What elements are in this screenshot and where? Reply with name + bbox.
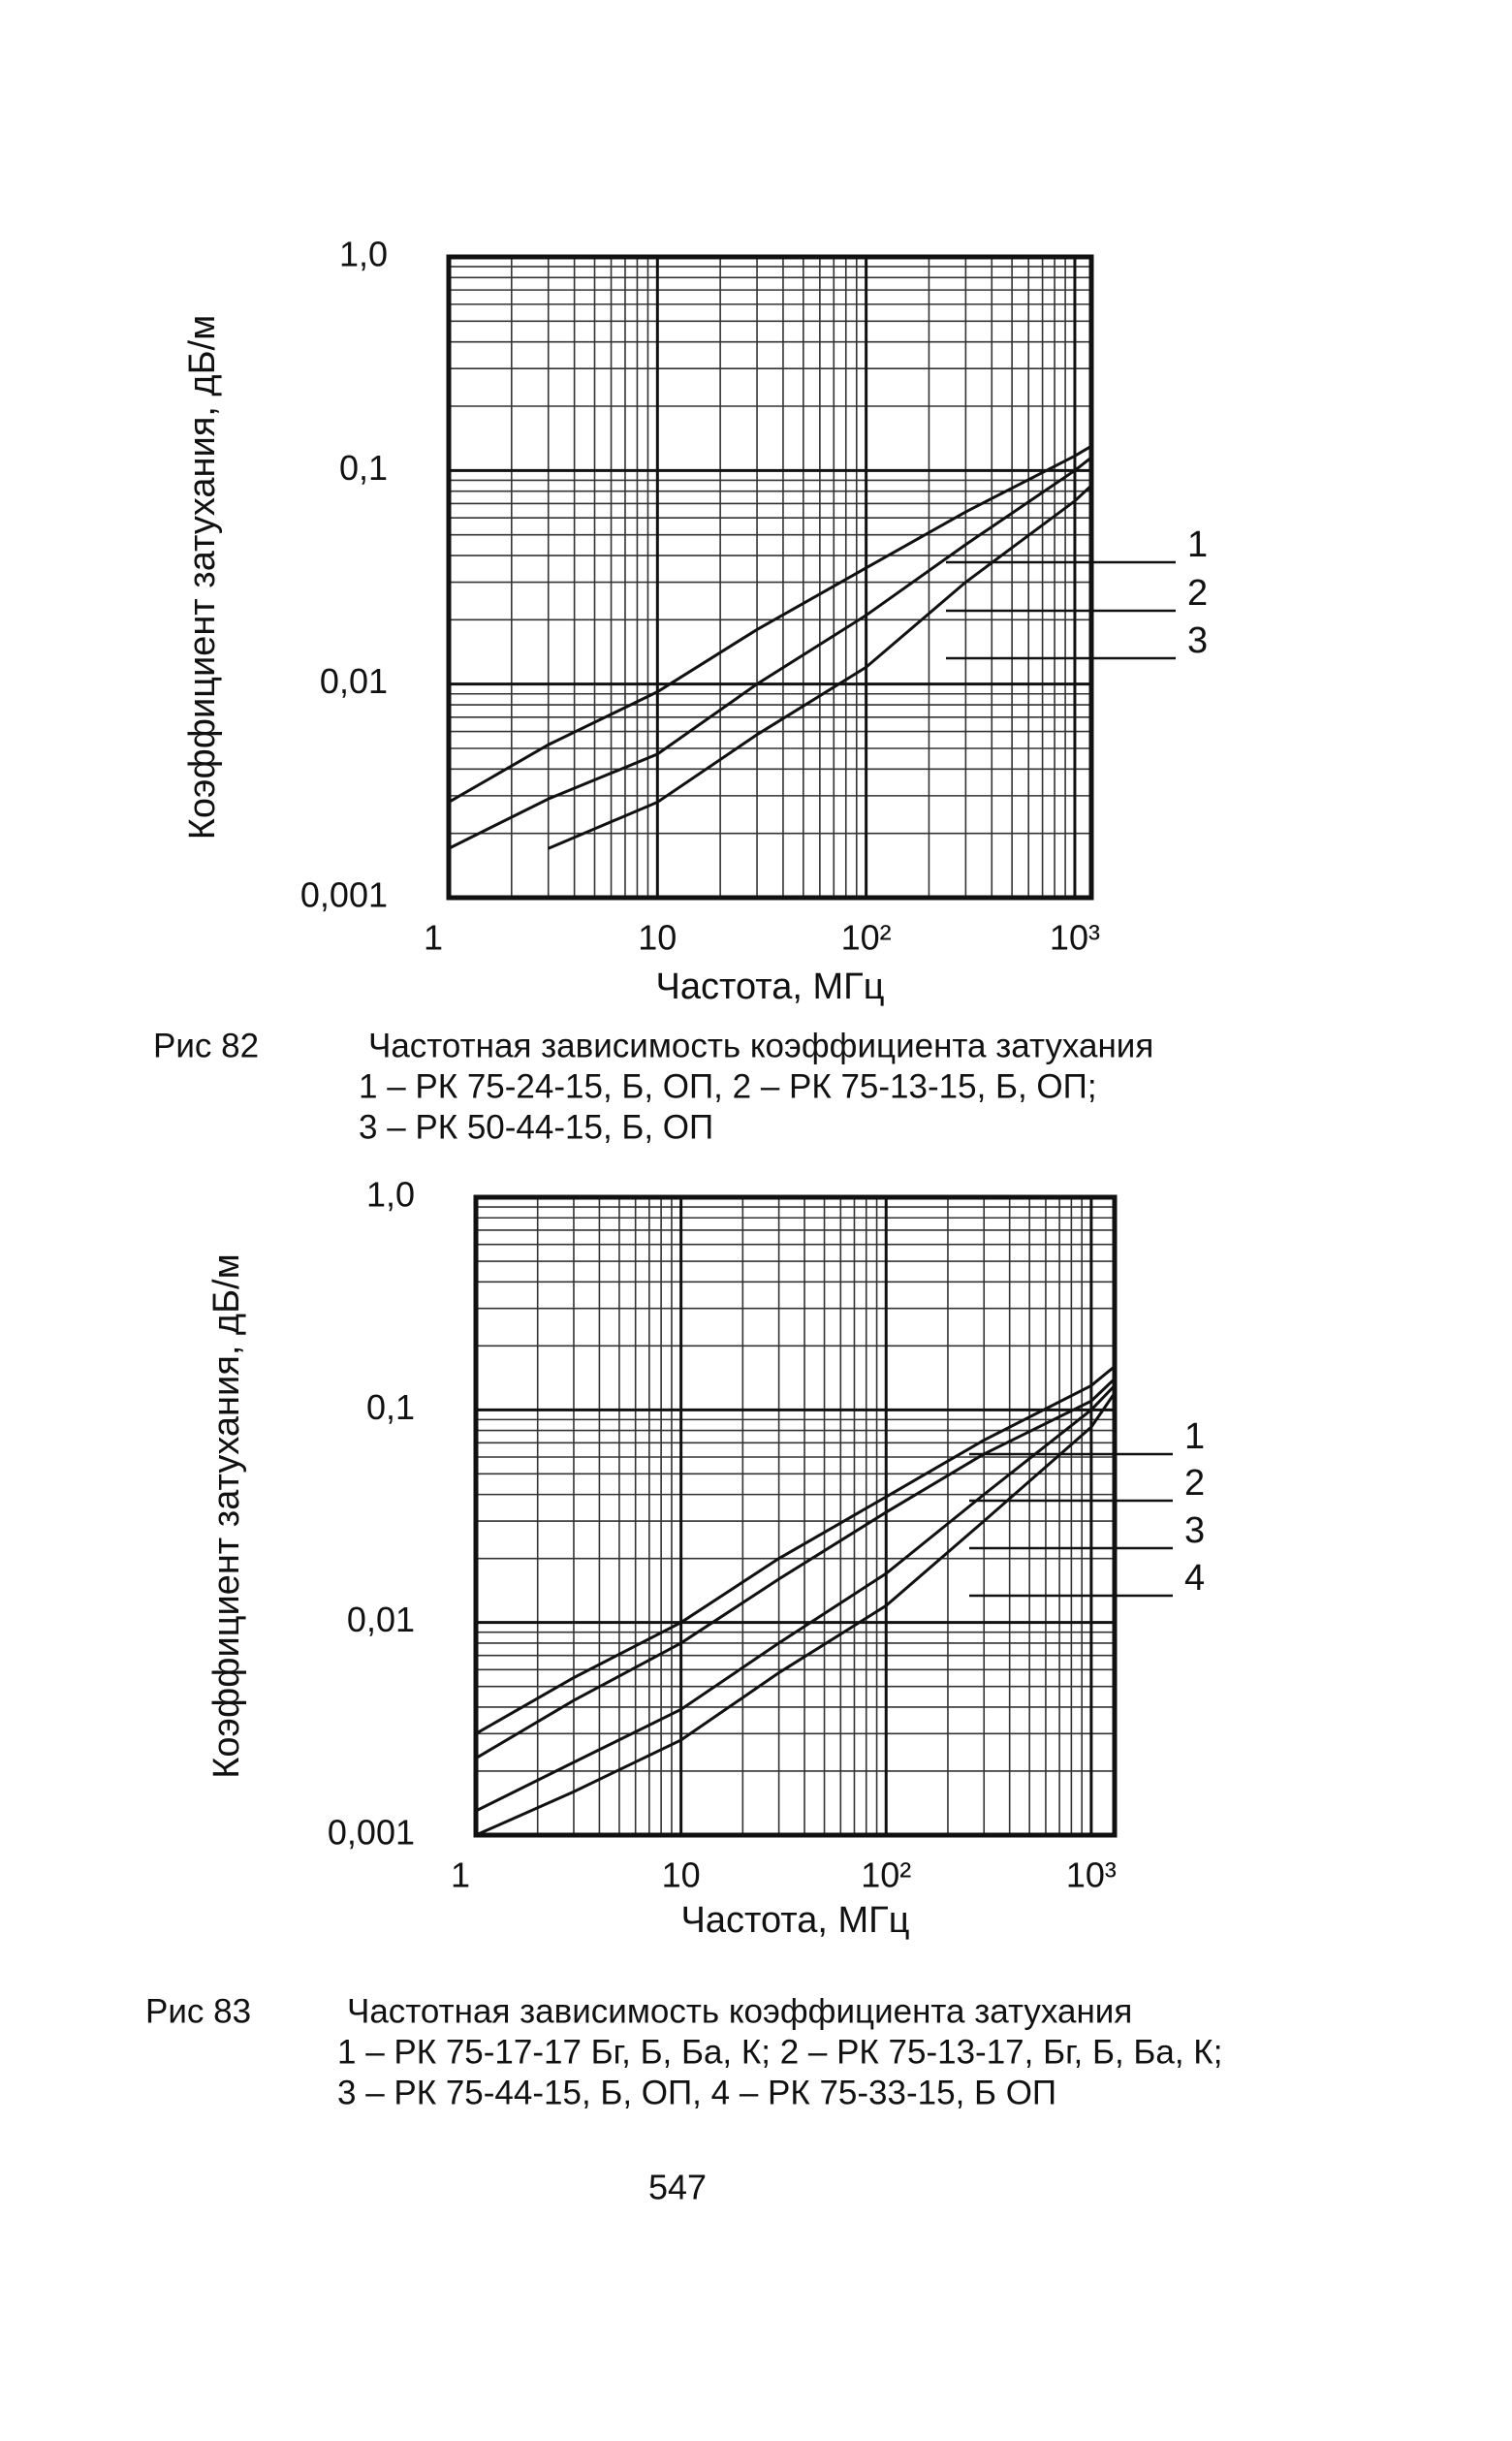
x-tick-label: 10 xyxy=(662,1855,701,1895)
x-tick-label: 10 xyxy=(638,918,677,958)
x-tick-label: 10³ xyxy=(1066,1855,1117,1895)
caption-line: 3 – РК 75-44-15, Б, ОП, 4 – РК 75-33-15,… xyxy=(337,2074,1056,2111)
y-tick-label: 0,01 xyxy=(320,661,388,701)
legend-label: 2 xyxy=(1187,573,1208,614)
caption-line: 1 – РК 75-17-17 Бг, Б, Ба, К; 2 – РК 75-… xyxy=(337,2033,1222,2071)
series-line xyxy=(448,444,1092,804)
y-tick-label: 1,0 xyxy=(366,1175,415,1215)
series-line xyxy=(475,1392,1117,1837)
y-tick-label: 0,1 xyxy=(366,1387,415,1427)
legend-label: 2 xyxy=(1184,1463,1205,1504)
y-tick-label: 0,01 xyxy=(347,1600,415,1639)
y-axis-label: Коэффициент затухания, дБ/м xyxy=(182,315,223,840)
plot-frame xyxy=(446,254,1094,901)
series-line xyxy=(475,1365,1116,1735)
x-tick-label: 10³ xyxy=(1050,918,1100,958)
y-tick-label: 0,001 xyxy=(328,1813,415,1853)
x-tick-label: 10² xyxy=(861,1855,911,1895)
y-tick-label: 1,0 xyxy=(339,235,388,274)
x-axis-label: Частота, МГц xyxy=(681,1900,910,1941)
caption-label: Рис 82 xyxy=(153,1027,259,1064)
y-tick-label: 0,1 xyxy=(339,448,388,488)
legend-label: 3 xyxy=(1187,620,1208,661)
caption-line: Частотная зависимость коэффициента затух… xyxy=(368,1027,1153,1064)
caption-line: 1 – РК 75-24-15, Б, ОП, 2 – РК 75-13-15,… xyxy=(359,1067,1097,1105)
x-tick-label: 1 xyxy=(451,1855,470,1895)
series-line xyxy=(475,1378,1117,1759)
legend-label: 1 xyxy=(1184,1416,1205,1457)
caption-line: Частотная зависимость коэффициента затух… xyxy=(347,1992,1132,2030)
series-line xyxy=(548,484,1093,850)
legend-label: 3 xyxy=(1184,1510,1205,1551)
series-line xyxy=(475,1384,1117,1813)
caption-label: Рис 83 xyxy=(145,1992,251,2030)
legend-label: 4 xyxy=(1184,1558,1205,1599)
x-tick-label: 1 xyxy=(424,918,443,958)
page-number: 547 xyxy=(648,2168,707,2207)
x-tick-label: 10² xyxy=(841,918,892,958)
y-tick-label: 0,001 xyxy=(300,875,388,915)
series-line xyxy=(448,456,1092,850)
x-axis-label: Частота, МГц xyxy=(656,967,885,1007)
y-axis-label: Коэффициент затухания, дБ/м xyxy=(206,1253,247,1778)
caption-line: 3 – РК 50-44-15, Б, ОП xyxy=(359,1108,713,1146)
legend-label: 1 xyxy=(1187,524,1208,565)
plot-frame xyxy=(473,1194,1118,1838)
